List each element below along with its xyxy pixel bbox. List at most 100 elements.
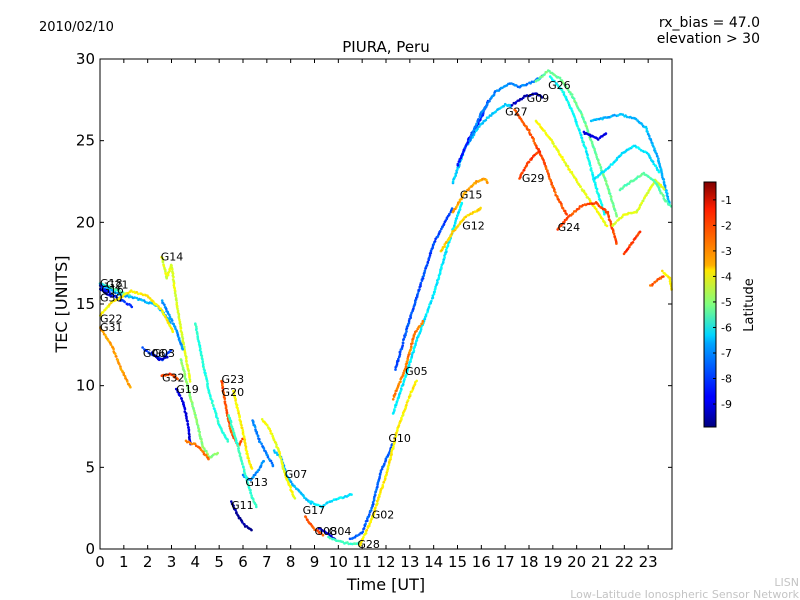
- colorbar-tick-label: -4: [721, 270, 732, 283]
- data-point: [428, 254, 432, 257]
- data-point: [183, 370, 186, 373]
- data-point: [174, 294, 177, 298]
- x-tick-label: 1: [119, 553, 129, 571]
- data-point: [461, 195, 464, 198]
- data-point: [584, 147, 588, 150]
- data-point: [595, 153, 598, 156]
- data-point: [649, 139, 653, 142]
- data-point: [444, 248, 448, 252]
- colorbar-tick-label: -9: [721, 398, 732, 411]
- data-point: [212, 404, 215, 408]
- data-point: [436, 281, 439, 284]
- data-point: [104, 333, 107, 337]
- data-point: [130, 305, 134, 309]
- series-g05: [391, 201, 464, 415]
- data-point: [135, 296, 139, 300]
- data-point: [170, 264, 173, 268]
- data-point: [454, 219, 458, 223]
- series-g31: [99, 325, 132, 389]
- data-point: [171, 272, 175, 275]
- data-point: [190, 442, 194, 446]
- data-point: [609, 220, 612, 223]
- data-point: [396, 428, 399, 432]
- data-point: [586, 202, 589, 206]
- data-point: [180, 333, 184, 337]
- data-point: [522, 83, 526, 87]
- data-point: [186, 387, 190, 390]
- data-point: [609, 195, 613, 199]
- data-point: [266, 455, 270, 459]
- data-point: [121, 291, 125, 294]
- data-point: [657, 157, 660, 160]
- data-point: [180, 397, 183, 401]
- rx-bias-label: rx_bias = 47.0: [659, 15, 760, 31]
- data-point: [558, 76, 562, 80]
- data-point: [580, 136, 584, 140]
- data-point: [561, 155, 564, 159]
- data-point: [289, 480, 293, 484]
- data-point: [443, 256, 446, 259]
- data-point: [611, 202, 615, 205]
- data-point: [458, 159, 461, 163]
- data-point: [621, 215, 624, 218]
- colorbar-tick-label: -8: [721, 373, 732, 386]
- data-point: [188, 433, 191, 436]
- x-tick-label: 5: [214, 553, 224, 571]
- satellite-label: G10: [388, 432, 411, 445]
- x-tick-label: 19: [543, 553, 562, 571]
- data-point: [186, 365, 189, 368]
- series-g15: [394, 207, 454, 371]
- data-point: [654, 164, 657, 168]
- data-point: [412, 307, 415, 310]
- data-point: [445, 240, 448, 244]
- data-point: [235, 403, 239, 407]
- data-point: [193, 442, 197, 446]
- data-point: [178, 318, 181, 322]
- data-point: [481, 122, 485, 125]
- data-point: [401, 382, 405, 386]
- data-point: [405, 403, 408, 407]
- data-point: [281, 463, 284, 467]
- data-point: [126, 291, 130, 295]
- data-point: [254, 503, 258, 507]
- y-axis-ticks: 0 5 10 15 20 25 30: [76, 50, 672, 558]
- data-point: [319, 527, 322, 530]
- data-point: [272, 438, 276, 442]
- data-point: [603, 212, 606, 216]
- data-point: [557, 226, 560, 230]
- x-tick-label: 18: [519, 553, 538, 571]
- data-point: [566, 88, 570, 91]
- data-point: [236, 406, 239, 410]
- data-point: [393, 408, 396, 411]
- data-point: [521, 171, 524, 174]
- data-point: [162, 313, 166, 316]
- data-point: [492, 93, 496, 96]
- data-point: [258, 440, 262, 444]
- data-point: [249, 478, 253, 482]
- series-g09: [468, 74, 544, 143]
- series-g20: [232, 389, 254, 470]
- x-tick-label: 9: [310, 553, 320, 571]
- data-point: [181, 364, 184, 368]
- satellite-label: G31: [100, 321, 123, 334]
- data-point: [438, 229, 442, 233]
- elevation-label: elevation > 30: [657, 31, 760, 47]
- data-point: [501, 86, 504, 90]
- data-point: [401, 413, 405, 417]
- data-point: [118, 362, 121, 366]
- data-point: [207, 457, 210, 461]
- data-point: [317, 503, 320, 507]
- series-g12b: [439, 206, 482, 253]
- data-point: [409, 348, 412, 352]
- data-point: [554, 191, 557, 194]
- data-point: [102, 330, 105, 334]
- data-point: [604, 132, 608, 135]
- data-point: [663, 185, 667, 189]
- data-point: [399, 350, 402, 354]
- data-point: [222, 391, 225, 395]
- x-tick-label: 7: [262, 553, 272, 571]
- data-point: [464, 191, 468, 194]
- data-point: [466, 140, 470, 144]
- data-point: [168, 313, 171, 317]
- x-tick-label: 16: [472, 553, 491, 571]
